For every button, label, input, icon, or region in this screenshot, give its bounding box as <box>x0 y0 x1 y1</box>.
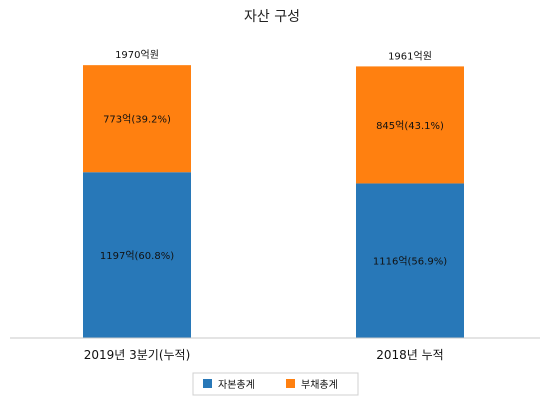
bar-liabilities-1 <box>356 66 464 184</box>
legend-label[interactable]: 자본총계 <box>218 379 255 391</box>
bar-liabilities-0 <box>83 65 191 173</box>
x-tick-label: 2019년 3분기(누적) <box>84 348 191 362</box>
legend-swatch[interactable] <box>203 379 212 388</box>
total-label: 1961억원 <box>388 50 432 62</box>
chart-title: 자산 구성 <box>244 9 300 25</box>
plot-area: 1197억(60.8%) 773억(39.2%) 1970억원 1116억(56.9%… <box>83 49 464 338</box>
x-axis-labels: 2019년 3분기(누적) 2018년 누적 <box>84 348 444 362</box>
legend-swatch[interactable] <box>286 379 295 388</box>
x-tick-label: 2018년 누적 <box>376 348 443 362</box>
legend-label[interactable]: 부채총계 <box>301 379 338 391</box>
legend[interactable]: 자본총계 부채총계 <box>192 372 359 396</box>
legend-box <box>192 372 359 396</box>
data-label: 773억(39.2%) <box>103 114 171 126</box>
total-label: 1970억원 <box>115 49 159 61</box>
bar-equity-0 <box>83 172 191 338</box>
data-label: 1116억(56.9%) <box>373 256 447 268</box>
data-label: 1197억(60.8%) <box>100 250 174 262</box>
data-label: 845억(43.1%) <box>376 120 444 132</box>
bar-equity-1 <box>356 183 464 338</box>
